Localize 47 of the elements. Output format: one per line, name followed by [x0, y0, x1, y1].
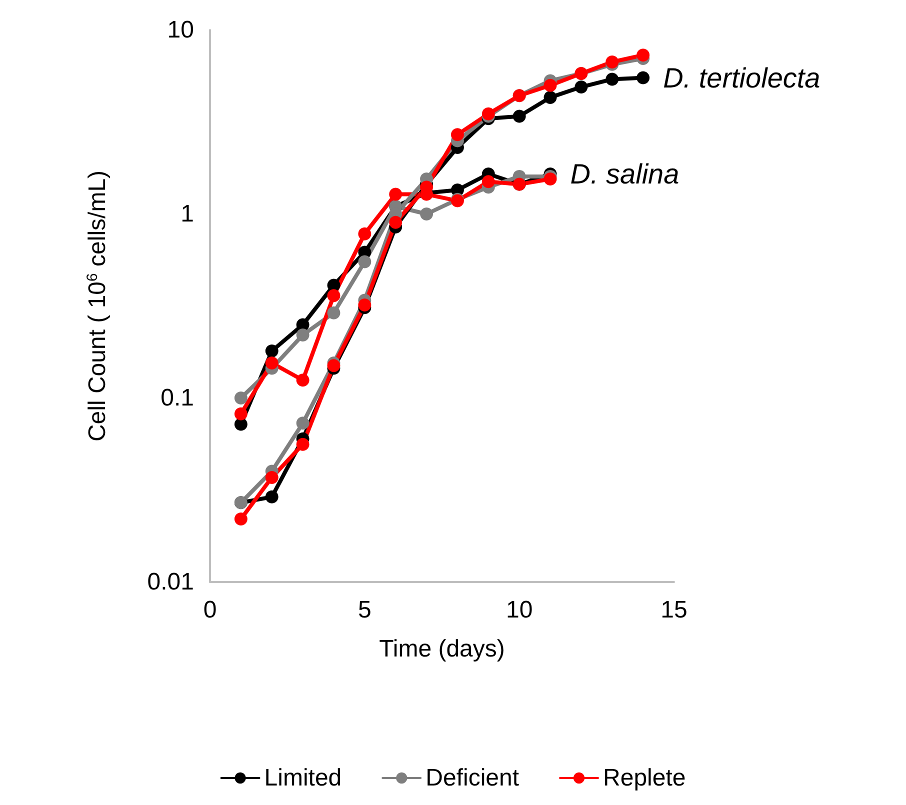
point	[636, 48, 650, 62]
point	[296, 416, 310, 430]
y-tick-label: 0.01	[147, 568, 194, 596]
point	[574, 80, 588, 94]
point	[265, 470, 278, 484]
x-tick-label: 15	[660, 596, 688, 624]
x-tick-label: 5	[358, 596, 372, 624]
point	[420, 208, 434, 220]
point	[327, 359, 340, 372]
point	[636, 71, 650, 84]
point	[358, 255, 372, 268]
legend-label: Limited	[264, 764, 342, 792]
point	[389, 216, 402, 229]
point	[234, 407, 248, 420]
point	[482, 175, 495, 188]
point	[606, 72, 619, 86]
point	[327, 306, 340, 320]
annotation: D. salina	[570, 158, 680, 190]
point	[450, 128, 464, 142]
point	[296, 438, 310, 451]
x-tick-label: 10	[506, 596, 533, 624]
point	[544, 78, 557, 92]
point	[358, 227, 372, 240]
point	[482, 107, 495, 120]
point	[265, 344, 278, 358]
point	[265, 490, 278, 504]
x-axis-title: Time (days)	[379, 636, 505, 662]
y-axis-title: Cell Count ( 106 cells/mL)	[84, 170, 111, 442]
y-tick-label: 1	[180, 200, 194, 228]
point	[265, 356, 278, 370]
point	[234, 512, 248, 526]
point	[358, 298, 372, 312]
point	[327, 289, 340, 302]
point	[296, 374, 310, 387]
annotation: D. tertiolecta	[663, 62, 820, 94]
y-tick-label: 0.1	[160, 384, 194, 412]
point	[606, 56, 619, 68]
x-tick-label: 0	[203, 596, 217, 624]
point	[512, 110, 526, 123]
point	[544, 172, 557, 186]
point	[296, 328, 310, 342]
point	[544, 90, 557, 104]
y-tick-label: 10	[167, 16, 194, 44]
point	[389, 188, 402, 201]
legend-label: Replete	[603, 764, 686, 792]
point	[234, 392, 248, 404]
legend-label: Deficient	[426, 764, 520, 792]
